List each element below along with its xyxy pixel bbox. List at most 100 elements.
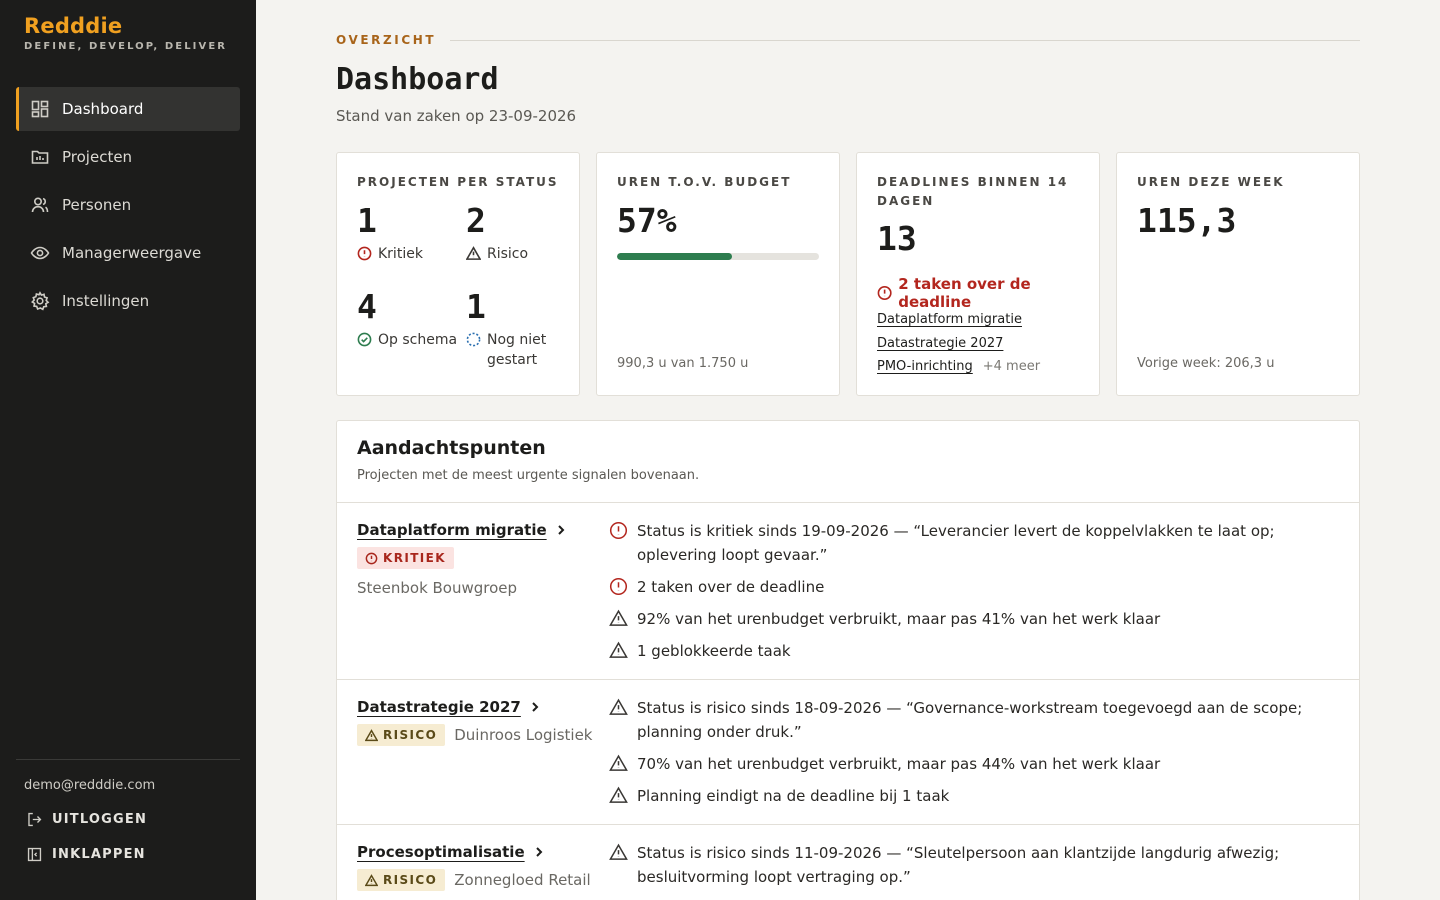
nav-item-managerweergave[interactable]: Managerweergave — [16, 231, 240, 275]
project-name: Dataplatform migratie — [357, 521, 547, 539]
deadline-more[interactable]: +4 meer — [982, 359, 1041, 374]
badge-label: RISICO — [383, 728, 438, 742]
client-name: Steenbok Bouwgroep — [357, 579, 518, 597]
attention-row: Dataplatform migratie KRITIEK Steenbok B… — [337, 502, 1359, 679]
nav-item-personen[interactable]: Personen — [16, 183, 240, 227]
status-nog-niet-gestart[interactable]: 1 Nog niet gestart — [466, 287, 567, 369]
status-count: 2 — [466, 201, 486, 240]
warning-triangle-icon — [609, 698, 628, 715]
logout-button[interactable]: UITLOGGEN — [26, 811, 240, 828]
dashboard-icon — [30, 99, 50, 119]
nav-label: Projecten — [62, 148, 133, 166]
warning-triangle-icon — [365, 873, 378, 886]
attention-list: Dataplatform migratie KRITIEK Steenbok B… — [337, 502, 1359, 900]
status-label-row: Kritiek — [357, 244, 466, 264]
signal-text: Status is risico sinds 11-09-2026 — “Sle… — [637, 844, 1280, 886]
warning-triangle-icon — [609, 843, 628, 860]
signal-text: Status is risico sinds 18-09-2026 — “Gov… — [637, 699, 1303, 741]
status-label: Risico — [487, 246, 529, 262]
status-label-row: Risico — [466, 244, 567, 264]
card-title: UREN DEZE WEEK — [1137, 175, 1285, 189]
status-label-row: Op schema — [357, 330, 466, 350]
signal-text: Status is kritiek sinds 19-09-2026 — “Le… — [637, 522, 1275, 564]
users-icon — [30, 195, 50, 215]
collapse-button[interactable]: INKLAPPEN — [26, 846, 240, 863]
card-title: DEADLINES BINNEN 14 DAGEN — [877, 175, 1069, 208]
kpi-cards: PROJECTEN PER STATUS 1 Kritiek 2 Risico — [336, 152, 1360, 396]
signal-list: Status is risico sinds 11-09-2026 — “Sle… — [609, 841, 1339, 897]
status-risico[interactable]: 2 Risico — [466, 201, 567, 283]
brand[interactable]: Redddie DEFINE, DEVELOP, DELIVER — [24, 14, 227, 52]
week-hours: 115,3 — [1137, 201, 1237, 240]
alert-circle-icon — [357, 246, 372, 261]
deadline-link[interactable]: Datastrategie 2027 — [877, 335, 1004, 351]
alert-circle-icon — [877, 285, 892, 301]
nav-item-projecten[interactable]: Projecten — [16, 135, 240, 179]
warning-triangle-icon — [609, 609, 628, 626]
project-link[interactable]: Datastrategie 2027 — [357, 698, 597, 716]
budget-percent: 57% — [617, 201, 677, 240]
signal-text: Planning eindigt na de deadline bij 1 ta… — [637, 787, 950, 805]
warning-triangle-icon — [365, 728, 378, 741]
card-title: UREN T.O.V. BUDGET — [617, 175, 792, 189]
warning-triangle-icon — [609, 786, 628, 803]
signal-list: Status is risico sinds 18-09-2026 — “Gov… — [609, 696, 1339, 816]
warning-triangle-icon — [609, 754, 628, 771]
nav-label: Dashboard — [62, 100, 144, 118]
client-name: Zonnegloed Retail — [454, 871, 591, 889]
status-count: 1 — [357, 201, 377, 240]
attention-title: Aandachtspunten — [357, 437, 546, 459]
eyebrow-label: OVERZICHT — [336, 33, 437, 47]
deadline-link[interactable]: PMO-inrichting — [877, 359, 973, 374]
week-footer: Vorige week: 206,3 u — [1137, 356, 1275, 371]
signal-item: Status is risico sinds 18-09-2026 — “Gov… — [609, 696, 1339, 744]
alert-circle-icon — [609, 521, 628, 540]
alert-circle-icon — [365, 552, 378, 564]
row-project-info: Dataplatform migratie KRITIEK Steenbok B… — [357, 521, 597, 597]
card-title: PROJECTEN PER STATUS — [357, 175, 559, 189]
attention-subtitle: Projecten met de meest urgente signalen … — [357, 468, 700, 483]
alert-circle-icon — [609, 577, 628, 596]
section-eyebrow: OVERZICHT — [336, 33, 1360, 47]
status-grid: 1 Kritiek 2 Risico 4 — [357, 201, 567, 369]
card-deadlines: DEADLINES BINNEN 14 DAGEN 13 2 taken ove… — [856, 152, 1100, 396]
nav-item-instellingen[interactable]: Instellingen — [16, 279, 240, 323]
card-hours-this-week: UREN DEZE WEEK 115,3 Vorige week: 206,3 … — [1116, 152, 1360, 396]
status-kritiek[interactable]: 1 Kritiek — [357, 201, 466, 283]
signal-text: 70% van het urenbudget verbruikt, maar p… — [637, 755, 1161, 773]
signal-text: 92% van het urenbudget verbruikt, maar p… — [637, 610, 1161, 628]
warning-triangle-icon — [466, 246, 481, 260]
project-link[interactable]: Dataplatform migratie — [357, 521, 597, 539]
check-circle-icon — [357, 332, 372, 347]
nav-item-dashboard[interactable]: Dashboard — [16, 87, 240, 131]
page-subtitle: Stand van zaken op 23-09-2026 — [336, 107, 577, 125]
collapse-label: INKLAPPEN — [52, 847, 146, 862]
signal-item: Status is kritiek sinds 19-09-2026 — “Le… — [609, 519, 1339, 567]
deadline-link[interactable]: Dataplatform migratie — [877, 312, 1022, 327]
deadlines-count: 13 — [877, 219, 917, 258]
nav-label: Personen — [62, 196, 132, 214]
status-badge: RISICO — [357, 724, 446, 746]
attention-row: Datastrategie 2027 RISICO Duinroos Logis… — [337, 679, 1359, 824]
project-link[interactable]: Procesoptimalisatie — [357, 843, 597, 861]
gear-icon — [30, 291, 50, 311]
signal-text: 1 geblokkeerde taak — [637, 642, 791, 660]
attention-row: Procesoptimalisatie RISICO Zonnegloed Re… — [337, 824, 1359, 900]
nav-label: Instellingen — [62, 292, 150, 310]
signal-item: 1 geblokkeerde taak — [609, 639, 1339, 663]
card-projects-per-status: PROJECTEN PER STATUS 1 Kritiek 2 Risico — [336, 152, 580, 396]
signal-item: Status is risico sinds 11-09-2026 — “Sle… — [609, 841, 1339, 889]
deadline-warning[interactable]: 2 taken over de deadline — [877, 275, 1099, 311]
logout-icon — [28, 812, 42, 827]
signal-item: 2 taken over de deadline — [609, 575, 1339, 599]
signal-list: Status is kritiek sinds 19-09-2026 — “Le… — [609, 519, 1339, 671]
status-count: 1 — [466, 287, 486, 326]
status-op-schema[interactable]: 4 Op schema — [357, 287, 466, 369]
signal-text: 2 taken over de deadline — [637, 578, 825, 596]
signal-item: Planning eindigt na de deadline bij 1 ta… — [609, 784, 1339, 808]
user-email: demo@redddie.com — [24, 778, 156, 793]
chevron-right-icon — [557, 525, 565, 535]
nav-label: Managerweergave — [62, 244, 202, 262]
client-name: Duinroos Logistiek — [454, 726, 593, 744]
sidebar-footer: demo@redddie.com UITLOGGEN INKLAPPEN — [16, 759, 240, 863]
